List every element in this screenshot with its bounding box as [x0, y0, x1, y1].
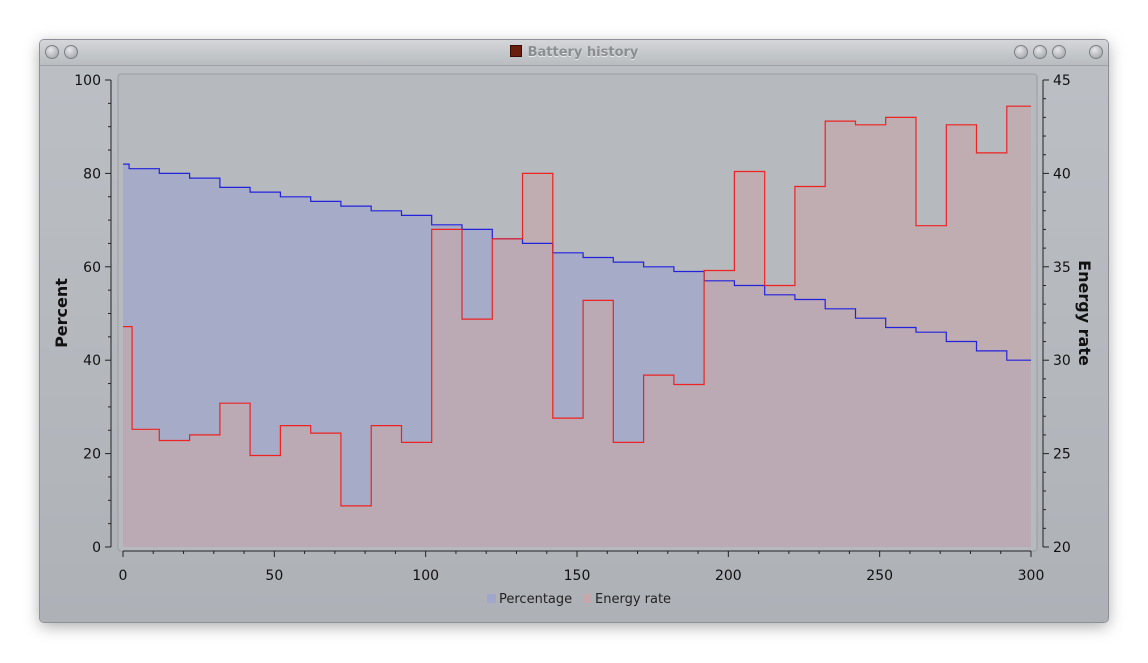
- legend: Percentage Energy rate: [487, 592, 671, 607]
- maximize-icon[interactable]: [1033, 45, 1047, 59]
- window-title: Battery history: [40, 40, 1108, 65]
- y-tick-label-right: 40: [1053, 166, 1071, 182]
- y-tick-label-right: 30: [1053, 353, 1071, 369]
- y-axis-right-label: Energy rate: [1075, 260, 1094, 366]
- area-energy-rate: [123, 106, 1031, 547]
- legend-label-energy-rate: Energy rate: [595, 592, 671, 607]
- y-tick-label-right: 25: [1053, 447, 1071, 463]
- y-tick-label-left: 40: [83, 353, 101, 369]
- legend-swatch-percentage: [487, 594, 496, 603]
- menu-icon[interactable]: [45, 45, 59, 59]
- x-tick-label: 0: [119, 568, 128, 584]
- y-tick-label-left: 60: [83, 260, 101, 276]
- y-tick-label-right: 35: [1053, 260, 1071, 276]
- y-axis-left-label: Percent: [52, 278, 71, 348]
- window-title-text: Battery history: [527, 45, 639, 60]
- y-tick-label-right: 45: [1053, 73, 1071, 89]
- close-icon[interactable]: [1089, 45, 1103, 59]
- series-line-percentage: [123, 163, 1031, 361]
- y-tick-label-left: 100: [74, 73, 101, 89]
- title-bar[interactable]: Battery history: [40, 40, 1108, 66]
- y-tick-label-left: 20: [83, 447, 101, 463]
- y-tick-label-right: 20: [1053, 540, 1071, 556]
- x-tick-label: 250: [866, 568, 893, 584]
- shade-icon[interactable]: [64, 45, 78, 59]
- legend-swatch-energy-rate: [583, 594, 592, 603]
- x-tick-label: 50: [265, 568, 283, 584]
- x-tick-label: 200: [715, 568, 742, 584]
- x-tick-label: 150: [564, 568, 591, 584]
- battery-app-icon: [509, 45, 522, 57]
- legend-label-percentage: Percentage: [499, 592, 572, 607]
- y-tick-label-left: 80: [83, 166, 101, 182]
- y-tick-label-left: 0: [92, 540, 101, 556]
- series-line-energy-rate: [123, 105, 1031, 507]
- x-tick-label: 300: [1018, 568, 1045, 584]
- restore-icon[interactable]: [1052, 45, 1066, 59]
- minimize-icon[interactable]: [1014, 45, 1028, 59]
- x-tick-label: 100: [412, 568, 439, 584]
